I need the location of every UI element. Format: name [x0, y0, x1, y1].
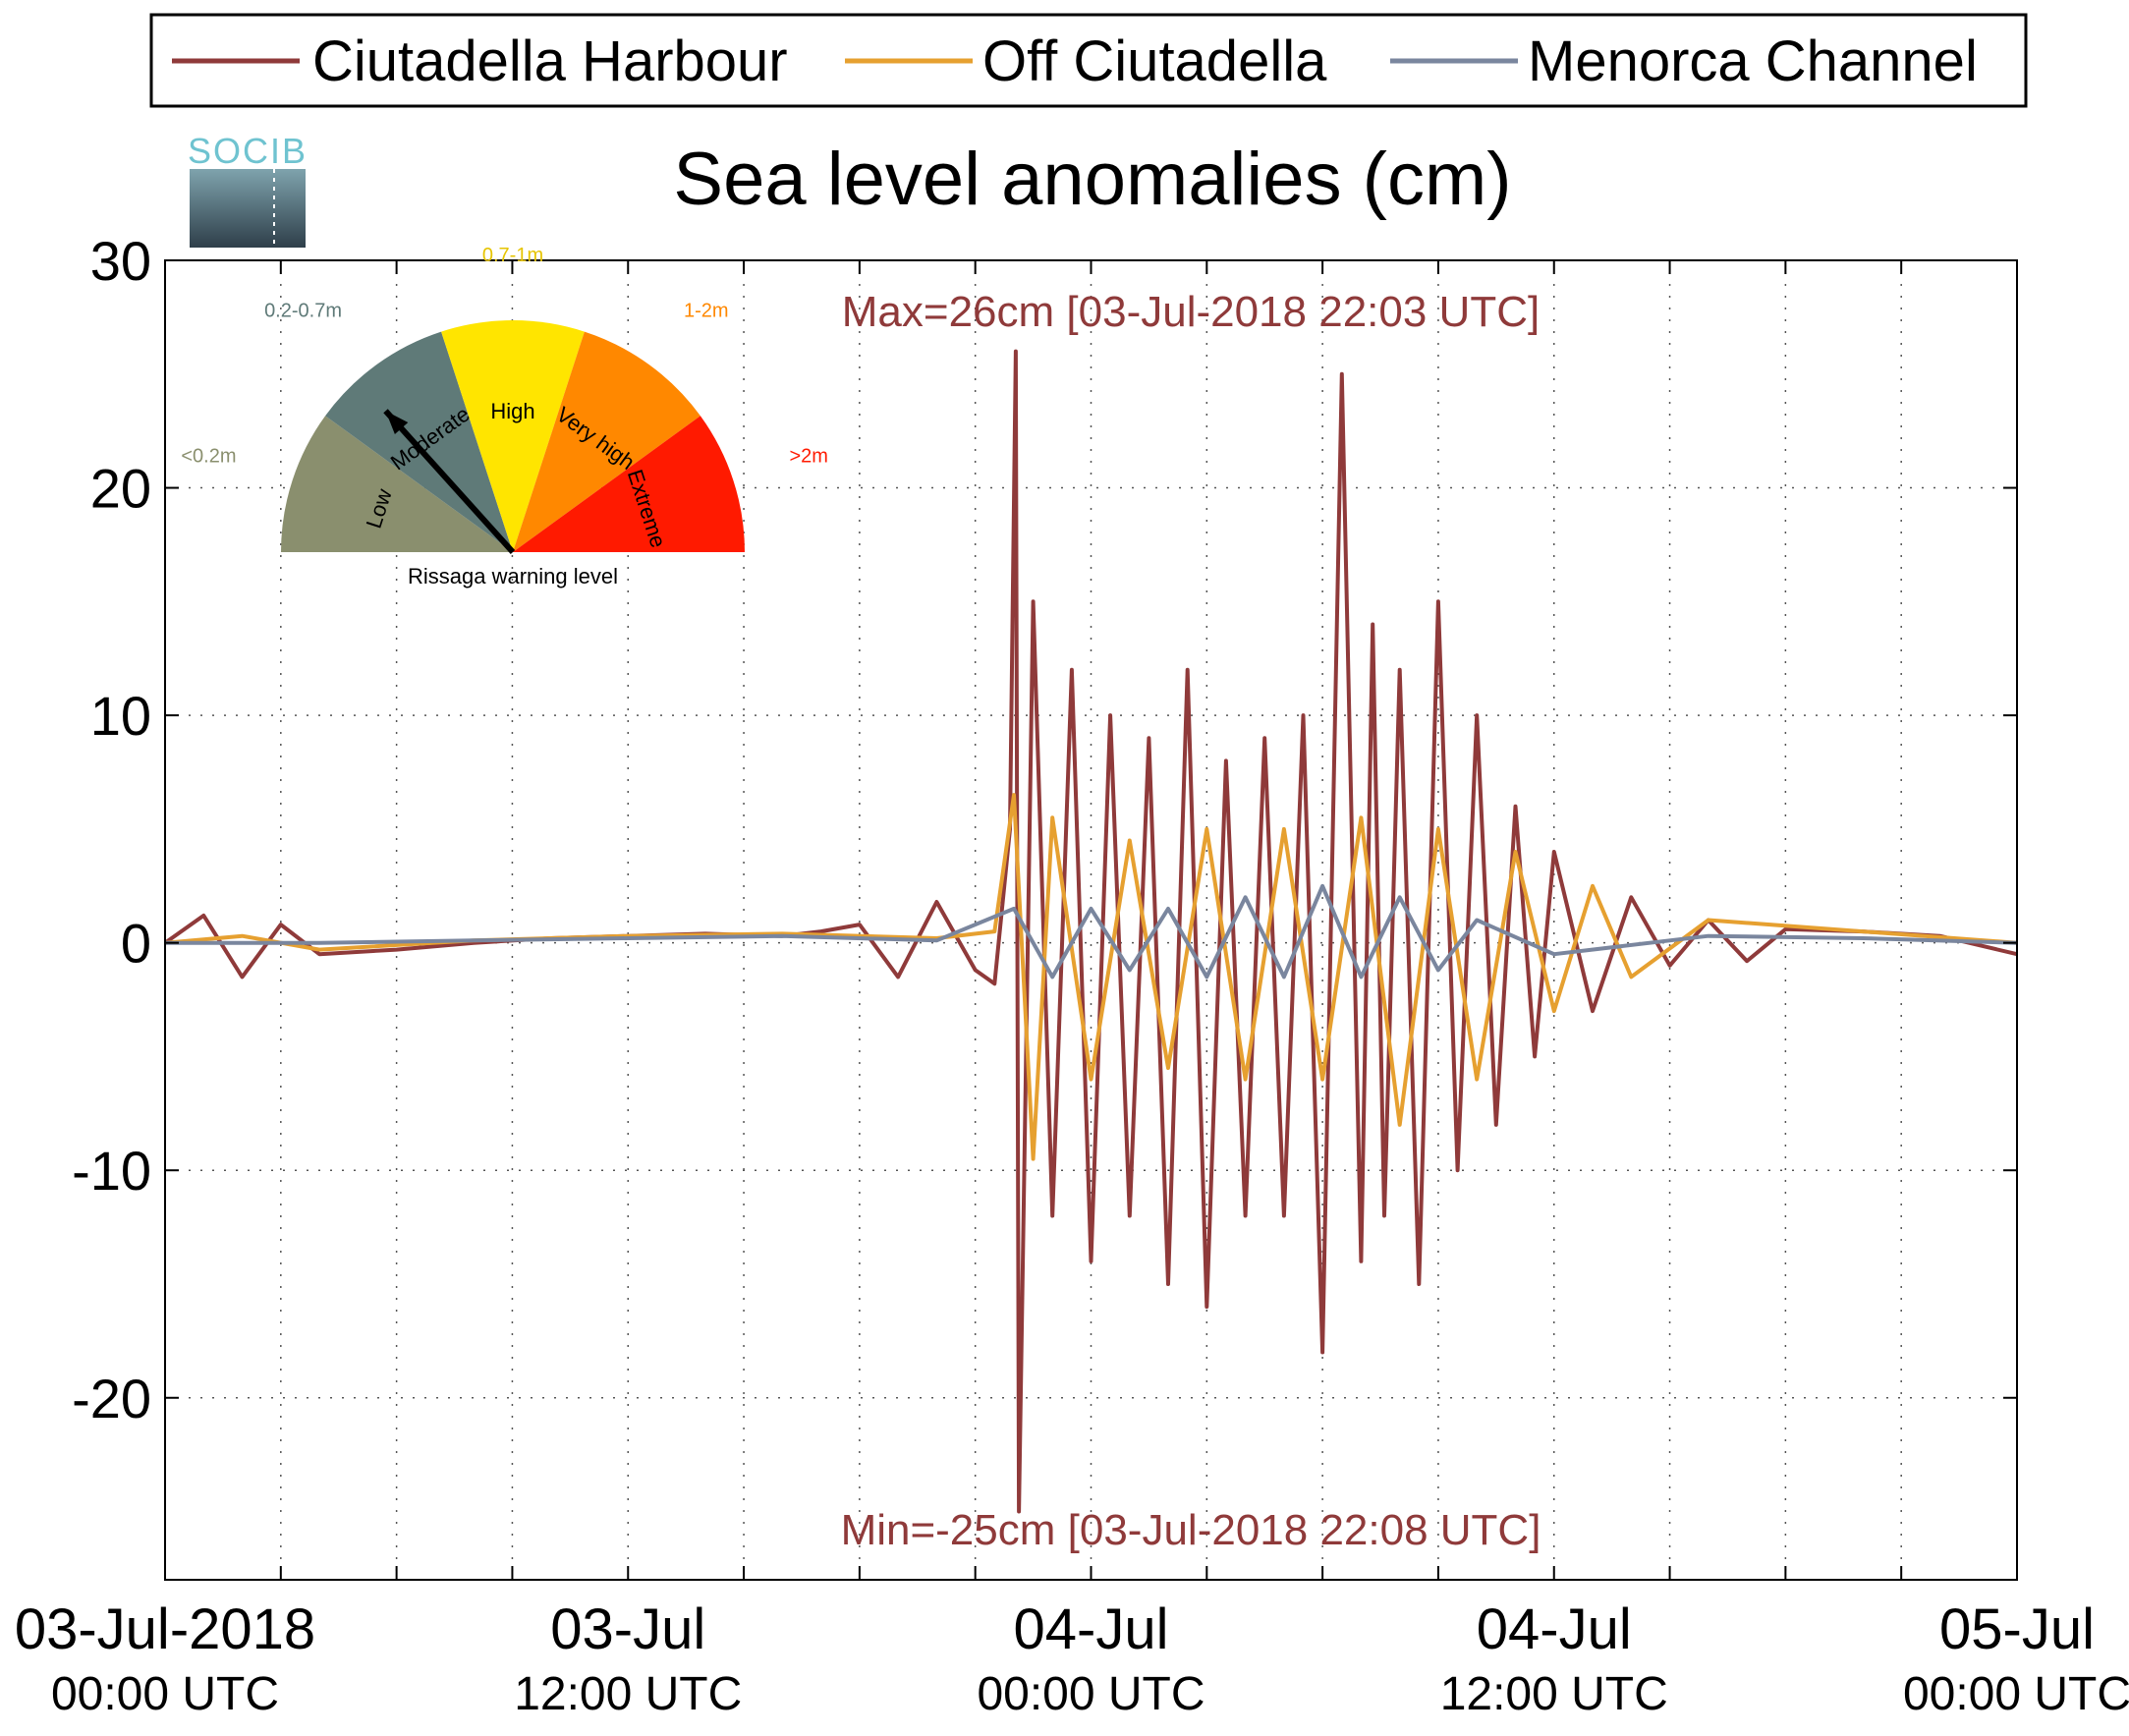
gauge-needle: [383, 409, 516, 555]
x-tick-label-time: 00:00 UTC: [1903, 1668, 2129, 1720]
legend-label-off-ciutadella: Off Ciutadella: [982, 29, 1327, 93]
x-tick-label-date: 05-Jul: [1939, 1597, 2095, 1661]
series-line-off-ciutadella: [164, 793, 2018, 1161]
legend-label-menorca-channel: Menorca Channel: [1528, 29, 1978, 93]
y-tick-label: -20: [72, 1368, 151, 1429]
y-tick-label: 0: [121, 913, 151, 975]
ticks: -20 -10 0 10 20 30 03-Jul-2018 00:00 UTC 03-Jul 1…: [15, 230, 2129, 1720]
socib-logo: SOCIB: [188, 131, 308, 248]
series-layer: [163, 349, 2018, 1514]
gauge-label-high: High: [490, 399, 534, 423]
gauge-caption: Rissaga warning level: [408, 564, 618, 588]
gauge-range-very-high: 1-2m: [684, 301, 729, 322]
x-tick-label-time: 12:00 UTC: [514, 1668, 742, 1720]
y-tick-label: 30: [90, 230, 151, 292]
gauge-segment-high: [441, 320, 585, 552]
gauge-range-extreme: >2m: [790, 446, 828, 468]
max-annotation: Max=26cm [03-Jul-2018 22:03 UTC]: [842, 288, 1540, 336]
legend-label-ciutadella-harbour: Ciutadella Harbour: [312, 29, 788, 93]
gauge-segment-extreme: [513, 416, 745, 552]
gauge-range-high: 0.7-1m: [482, 245, 543, 266]
x-tick-label-time: 12:00 UTC: [1440, 1668, 1668, 1720]
x-tick-label-date: 03-Jul: [550, 1597, 705, 1661]
gauge-range-low: <0.2m: [181, 446, 236, 468]
x-tick-label-time: 00:00 UTC: [51, 1668, 279, 1720]
y-tick-label: -10: [72, 1140, 151, 1202]
series-line-menorca-channel: [165, 883, 2018, 980]
x-tick-label-time: 00:00 UTC: [977, 1668, 1205, 1720]
x-tick-label-date: 04-Jul: [1014, 1597, 1169, 1661]
gauge-range-moderate: 0.2-0.7m: [264, 301, 342, 322]
min-annotation: Min=-25cm [03-Jul-2018 22:08 UTC]: [841, 1506, 1541, 1554]
y-tick-label: 20: [90, 458, 151, 520]
logo-text: SOCIB: [188, 131, 308, 171]
chart-title: Sea level anomalies (cm): [673, 138, 1511, 221]
logo-block: [190, 169, 306, 248]
x-tick-label-date: 03-Jul-2018: [15, 1597, 315, 1661]
gauge-segment-low: [281, 416, 513, 552]
x-tick-label-date: 04-Jul: [1477, 1597, 1632, 1661]
y-tick-label: 10: [90, 685, 151, 747]
gauge-needle-arrowhead: [385, 411, 409, 434]
legend: Ciutadella Harbour Off Ciutadella Menorc…: [149, 13, 2028, 108]
legend-box: [149, 13, 2028, 108]
gauge-segment-very-high: [513, 331, 700, 552]
